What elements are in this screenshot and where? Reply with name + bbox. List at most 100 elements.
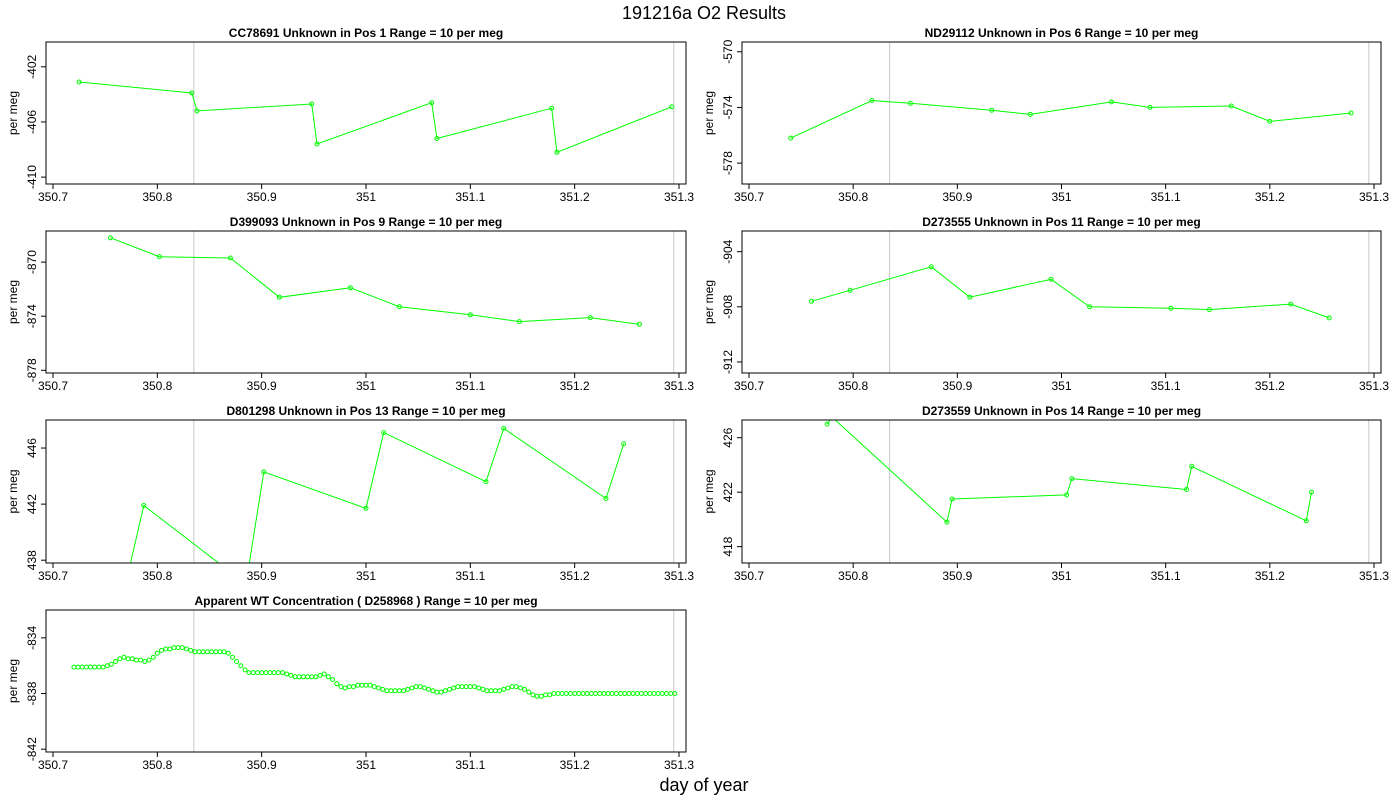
data-point bbox=[630, 691, 636, 696]
data-point bbox=[636, 321, 642, 327]
x-tick-label: 350.9 bbox=[942, 190, 972, 204]
data-point bbox=[638, 691, 644, 696]
x-tick-label: 351.1 bbox=[1151, 190, 1181, 204]
plot-frame bbox=[741, 419, 1382, 564]
y-axis-label: per meg bbox=[6, 280, 20, 324]
data-point bbox=[401, 688, 407, 694]
data-point bbox=[179, 645, 185, 651]
x-tick-label: 351.2 bbox=[560, 379, 590, 393]
data-point bbox=[163, 646, 169, 652]
data-point bbox=[146, 657, 152, 663]
data-point bbox=[622, 691, 628, 696]
data-point bbox=[83, 664, 89, 670]
panel-3: D399093 Unknown in Pos 9 Range = 10 per … bbox=[6, 215, 694, 393]
x-tick-label: 351 bbox=[1051, 379, 1071, 393]
data-point bbox=[672, 691, 678, 696]
data-point bbox=[603, 496, 609, 501]
x-tick-label: 351.3 bbox=[664, 190, 694, 204]
data-point bbox=[234, 659, 240, 664]
x-tick-label: 351 bbox=[356, 190, 376, 204]
data-point bbox=[438, 689, 444, 695]
data-point bbox=[108, 661, 114, 667]
data-point bbox=[409, 685, 415, 691]
data-point bbox=[338, 684, 344, 690]
data-point bbox=[434, 136, 440, 141]
data-point bbox=[259, 670, 265, 676]
data-point bbox=[1027, 111, 1033, 117]
x-tick-label: 351.2 bbox=[1255, 190, 1285, 204]
panel-7: Apparent WT Concentration ( D258968 ) Ra… bbox=[6, 594, 694, 772]
data-point bbox=[472, 684, 477, 690]
data-point bbox=[459, 684, 465, 690]
data-point bbox=[559, 691, 565, 696]
y-tick-label: -908 bbox=[721, 294, 735, 318]
data-point bbox=[668, 691, 674, 696]
data-point bbox=[1048, 276, 1054, 282]
data-point bbox=[664, 691, 669, 696]
x-tick-label: 351.2 bbox=[560, 569, 590, 583]
data-point bbox=[434, 689, 440, 695]
series bbox=[71, 645, 678, 699]
data-point bbox=[405, 686, 411, 692]
data-point bbox=[847, 287, 853, 293]
data-point bbox=[300, 674, 306, 680]
panel-title: D273559 Unknown in Pos 14 Range = 10 per… bbox=[922, 404, 1201, 418]
data-point bbox=[167, 646, 173, 652]
x-tick-label: 351.2 bbox=[560, 758, 590, 772]
plot-frame bbox=[741, 230, 1382, 374]
y-axis-label: per meg bbox=[702, 91, 716, 135]
data-point bbox=[669, 104, 675, 110]
series-line bbox=[790, 99, 1352, 139]
data-point bbox=[551, 691, 557, 696]
data-point bbox=[467, 312, 473, 318]
data-point bbox=[967, 294, 973, 300]
data-point bbox=[150, 654, 156, 660]
data-point bbox=[613, 691, 619, 696]
series bbox=[788, 98, 1354, 141]
x-tick-label: 351.3 bbox=[664, 379, 694, 393]
data-point bbox=[75, 664, 81, 670]
data-point bbox=[501, 686, 507, 692]
data-point bbox=[429, 100, 435, 106]
data-point bbox=[949, 496, 955, 502]
data-point bbox=[634, 691, 640, 696]
x-tick-label: 351.3 bbox=[1359, 569, 1389, 583]
data-point bbox=[1303, 518, 1309, 524]
x-tick-label: 350.7 bbox=[38, 379, 68, 393]
data-point bbox=[908, 100, 913, 106]
data-point bbox=[501, 425, 507, 431]
data-point bbox=[309, 674, 315, 680]
data-point bbox=[530, 692, 536, 698]
series-line bbox=[110, 237, 640, 325]
data-point bbox=[824, 421, 830, 427]
data-point bbox=[1109, 99, 1114, 105]
data-point bbox=[363, 505, 369, 511]
data-point bbox=[250, 670, 256, 676]
data-point bbox=[261, 469, 267, 475]
panel-1: CC78691 Unknown in Pos 1 Range = 10 per … bbox=[6, 26, 694, 204]
data-point bbox=[944, 519, 950, 525]
y-axis-label: per meg bbox=[6, 469, 20, 513]
data-point bbox=[1168, 305, 1174, 311]
data-point bbox=[605, 691, 611, 696]
y-tick-label: -870 bbox=[25, 250, 39, 274]
y-axis-label: per meg bbox=[6, 91, 20, 135]
series bbox=[809, 264, 1332, 321]
data-point bbox=[325, 674, 331, 680]
data-point bbox=[317, 672, 323, 678]
x-tick-label: 350.8 bbox=[142, 758, 172, 772]
data-point bbox=[246, 670, 252, 676]
data-point bbox=[209, 649, 215, 655]
data-point bbox=[213, 649, 219, 655]
data-point bbox=[517, 685, 523, 691]
x-tick-label: 350.9 bbox=[942, 569, 972, 583]
data-point bbox=[543, 692, 548, 698]
data-point bbox=[359, 682, 365, 688]
data-point bbox=[380, 686, 386, 692]
data-point bbox=[516, 319, 522, 325]
data-point bbox=[371, 684, 377, 690]
data-point bbox=[655, 691, 661, 696]
data-point bbox=[71, 664, 77, 670]
data-point bbox=[647, 691, 653, 696]
